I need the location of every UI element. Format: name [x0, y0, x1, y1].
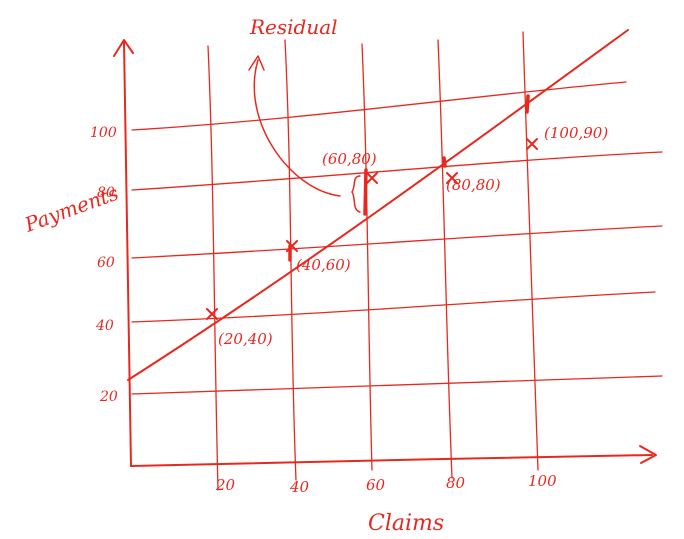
data-point [446, 172, 458, 184]
axes [113, 39, 657, 467]
grid-line-v-80 [437, 39, 453, 479]
y-tick-label: 20 [99, 389, 118, 405]
residual-curved-arrow [253, 59, 341, 197]
y-axis-arrow [113, 39, 134, 57]
grid-line-v-60 [361, 43, 373, 471]
grid-line-h-20 [131, 375, 663, 395]
grid-line-h-60 [131, 225, 663, 259]
grid-line-v-20 [207, 45, 219, 491]
x-tick-label: 100 [528, 472, 557, 490]
x-axis-arrow [639, 445, 657, 464]
x-tick-label: 80 [446, 474, 466, 492]
x-axis-label: Claims [368, 511, 444, 536]
point-label: (40,60) [296, 256, 351, 274]
y-tick-label: 80 [97, 185, 115, 201]
residual-arrow-head [248, 55, 265, 71]
y-tick-label: 100 [90, 125, 117, 141]
x-axis [130, 454, 653, 467]
x-tick-label: 40 [289, 478, 310, 496]
residual-bar-80 [442, 156, 447, 168]
residual-brace [351, 175, 361, 213]
grid-line-h-100 [131, 81, 627, 131]
residuals [288, 94, 530, 262]
grid-line-v-100 [522, 31, 539, 471]
y-tick-label: 60 [97, 255, 115, 271]
data-point [206, 308, 218, 320]
point-label: (20,40) [218, 330, 273, 348]
regression-line [127, 29, 629, 381]
residual-bar-100 [525, 94, 530, 114]
x-tick-label: 20 [215, 476, 236, 494]
data-point [526, 138, 538, 150]
residual-bar-60 [363, 168, 368, 216]
grid-line-h-80 [131, 151, 663, 191]
grid [131, 31, 663, 491]
data-points [206, 138, 538, 320]
residual-label: Residual [249, 15, 338, 39]
point-label: (60,80) [322, 150, 377, 168]
x-tick-label: 60 [366, 476, 386, 494]
point-label: (80,80) [446, 176, 501, 194]
y-axis [123, 41, 132, 467]
data-point [366, 172, 378, 184]
grid-line-h-40 [131, 291, 656, 323]
point-label: (100,90) [544, 124, 608, 142]
y-tick-label: 40 [95, 318, 114, 334]
